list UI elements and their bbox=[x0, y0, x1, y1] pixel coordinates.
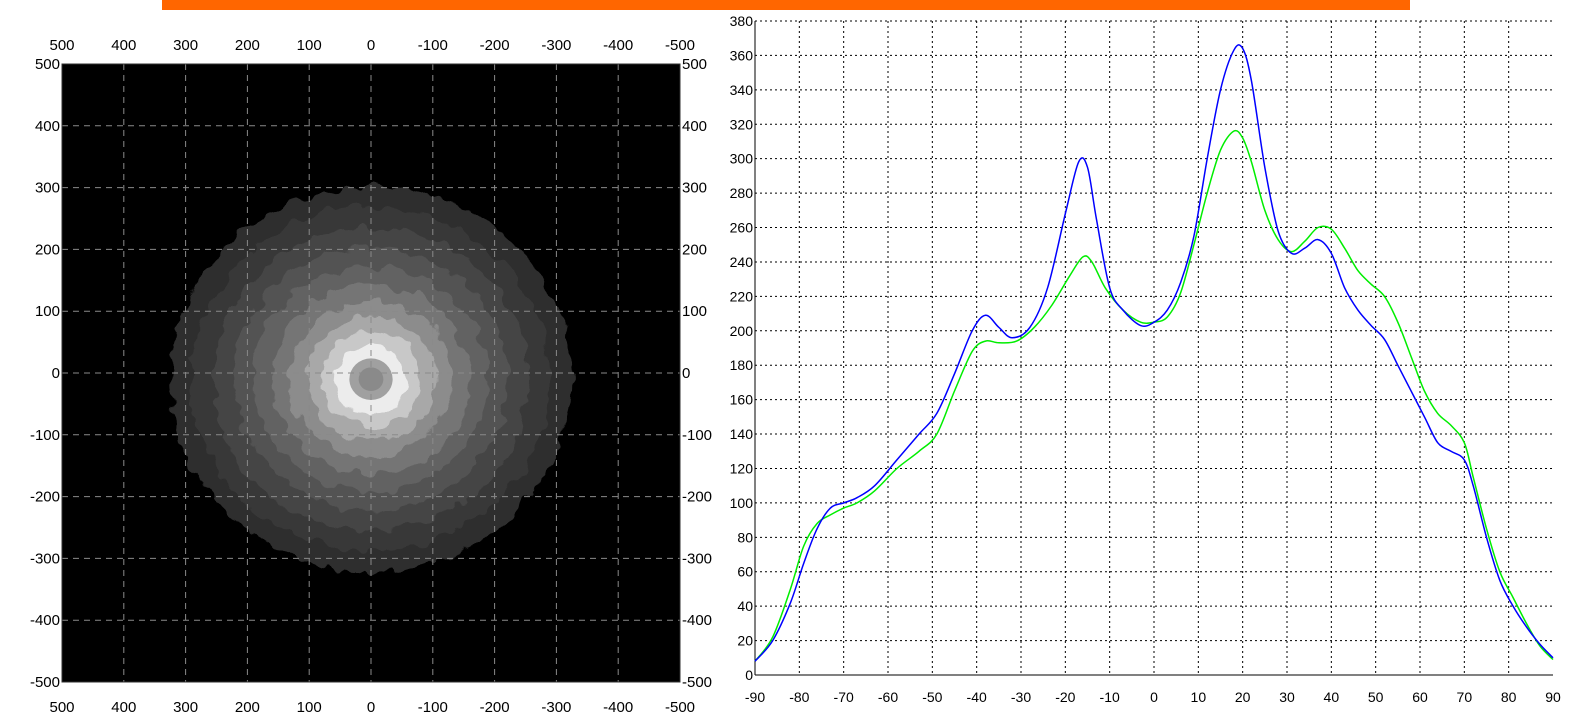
heatmap-left-tick-label: -200 bbox=[30, 489, 60, 506]
heatmap-top-tick-label: 200 bbox=[235, 37, 260, 54]
line-y-tick-label: 20 bbox=[737, 633, 753, 649]
line-y-tick-label: 40 bbox=[737, 598, 753, 614]
line-series-blue bbox=[754, 44, 1554, 662]
line-x-tick-label: -60 bbox=[878, 689, 898, 705]
heatmap-right-tick-label: 300 bbox=[682, 180, 707, 197]
heatmap-right-tick-label: 100 bbox=[682, 303, 707, 320]
heatmap-left-tick-label: -300 bbox=[30, 550, 60, 567]
heatmap-bottom-tick-label: 300 bbox=[173, 699, 198, 716]
heatmap-bottom-tick-label: 200 bbox=[235, 699, 260, 716]
heatmap-top-tick-label: 100 bbox=[297, 37, 322, 54]
line-x-tick-label: -20 bbox=[1055, 689, 1075, 705]
line-x-tick-label: 70 bbox=[1457, 689, 1473, 705]
line-x-tick-label: -90 bbox=[745, 689, 765, 705]
heatmap-left-tick-label: -500 bbox=[30, 674, 60, 691]
line-x-tick-label: -30 bbox=[1011, 689, 1031, 705]
line-y-tick-label: 120 bbox=[730, 460, 754, 476]
heatmap-top-tick-label: -200 bbox=[480, 37, 510, 54]
heatmap-right-tick-label: 500 bbox=[682, 56, 707, 73]
line-y-tick-label: 240 bbox=[730, 254, 754, 270]
line-y-tick-label: 260 bbox=[730, 220, 754, 236]
heatmap-bottom-tick-label: 0 bbox=[367, 699, 375, 716]
heatmap-chart: 500 500 400 400 300 300 200 200 100 100 0 0 -100 -100… bbox=[30, 37, 712, 716]
heatmap-left-tick-label: -400 bbox=[30, 612, 60, 629]
heatmap-left-tick-label: -100 bbox=[30, 427, 60, 444]
heatmap-bottom-tick-label: -500 bbox=[665, 699, 695, 716]
line-y-tick-label: 220 bbox=[730, 288, 754, 304]
line-x-tick-label: 60 bbox=[1412, 689, 1428, 705]
heatmap-contours bbox=[170, 186, 572, 572]
line-y-tick-label: 140 bbox=[730, 426, 754, 442]
heatmap-bottom-tick-label: -300 bbox=[541, 699, 571, 716]
heatmap-right-tick-label: 0 bbox=[682, 365, 690, 382]
heatmap-right-tick-label: -300 bbox=[682, 550, 712, 567]
heatmap-right-tick-label: -100 bbox=[682, 427, 712, 444]
heatmap-top-tick-label: 400 bbox=[111, 37, 136, 54]
heatmap-left-tick-label: 200 bbox=[35, 241, 60, 258]
heatmap-frame bbox=[61, 63, 681, 683]
line-x-tick-label: -70 bbox=[834, 689, 854, 705]
heatmap-top-tick-label: -400 bbox=[603, 37, 633, 54]
accent-bar bbox=[162, 0, 1410, 10]
heatmap-right-tick-label: 200 bbox=[682, 241, 707, 258]
heatmap-bottom-tick-label: 100 bbox=[297, 699, 322, 716]
line-x-tick-label: 10 bbox=[1191, 689, 1207, 705]
heatmap-top-tick-label: 300 bbox=[173, 37, 198, 54]
heatmap-bottom-tick-label: -400 bbox=[603, 699, 633, 716]
heatmap-left-tick-label: 0 bbox=[52, 365, 60, 382]
heatmap-left-tick-label: 400 bbox=[35, 118, 60, 135]
heatmap-left-tick-label: 500 bbox=[35, 56, 60, 73]
heatmap-top-tick-label: 500 bbox=[49, 37, 74, 54]
heatmap-bottom-tick-label: 400 bbox=[111, 699, 136, 716]
heatmap-left-tick-label: 300 bbox=[35, 180, 60, 197]
line-y-tick-label: 100 bbox=[730, 495, 754, 511]
line-y-tick-label: 200 bbox=[730, 323, 754, 339]
line-x-tick-label: 80 bbox=[1501, 689, 1517, 705]
line-y-tick-label: 280 bbox=[730, 185, 754, 201]
heatmap-bottom-tick-label: -100 bbox=[418, 699, 448, 716]
heatmap-right-tick-label: 400 bbox=[682, 118, 707, 135]
line-x-tick-label: 20 bbox=[1235, 689, 1251, 705]
line-series-green bbox=[754, 129, 1554, 662]
line-y-tick-label: 60 bbox=[737, 564, 753, 580]
line-y-tick-label: 320 bbox=[730, 116, 754, 132]
line-y-tick-label: 180 bbox=[730, 357, 754, 373]
heatmap-right-tick-label: -200 bbox=[682, 489, 712, 506]
heatmap-left-tick-label: 100 bbox=[35, 303, 60, 320]
line-x-tick-label: 30 bbox=[1279, 689, 1295, 705]
heatmap-top-tick-label: -100 bbox=[418, 37, 448, 54]
line-x-tick-label: 50 bbox=[1368, 689, 1384, 705]
heatmap-right-tick-label: -500 bbox=[682, 674, 712, 691]
heatmap-bottom-tick-label: -200 bbox=[480, 699, 510, 716]
line-chart: 0204060801001201401601802002202402602803… bbox=[730, 13, 1561, 705]
line-x-tick-label: -50 bbox=[922, 689, 942, 705]
line-y-tick-label: 160 bbox=[730, 392, 754, 408]
heatmap-top-tick-label: -500 bbox=[665, 37, 695, 54]
line-y-tick-label: 0 bbox=[745, 667, 753, 683]
heatmap-bottom-tick-label: 500 bbox=[49, 699, 74, 716]
line-x-tick-label: 0 bbox=[1150, 689, 1158, 705]
heatmap-right-tick-label: -400 bbox=[682, 612, 712, 629]
line-y-tick-label: 380 bbox=[730, 13, 754, 29]
line-y-tick-label: 340 bbox=[730, 82, 754, 98]
line-x-tick-label: 90 bbox=[1545, 689, 1561, 705]
line-y-tick-label: 300 bbox=[730, 151, 754, 167]
line-x-tick-label: -80 bbox=[789, 689, 809, 705]
line-x-tick-label: -10 bbox=[1100, 689, 1120, 705]
line-y-tick-label: 80 bbox=[737, 529, 753, 545]
line-y-tick-label: 360 bbox=[730, 47, 754, 63]
line-x-tick-label: 40 bbox=[1324, 689, 1340, 705]
line-x-tick-label: -40 bbox=[967, 689, 987, 705]
heatmap-top-tick-label: 0 bbox=[367, 37, 375, 54]
heatmap-top-tick-label: -300 bbox=[541, 37, 571, 54]
